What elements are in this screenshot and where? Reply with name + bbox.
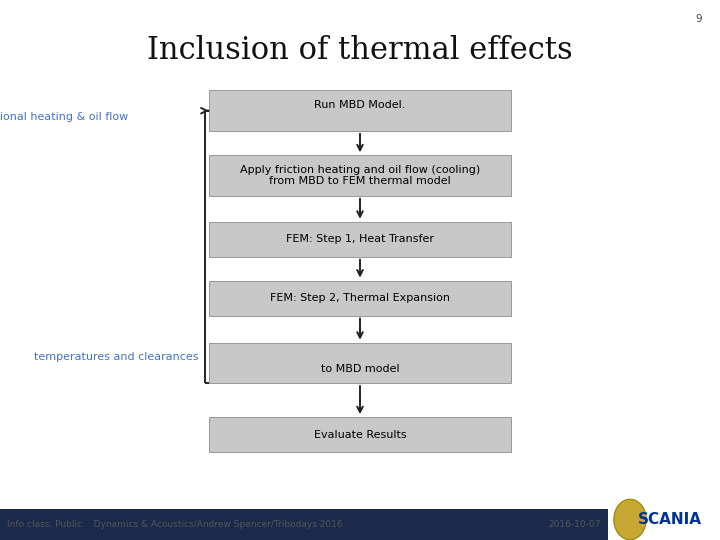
Text: to MBD model: to MBD model — [320, 364, 400, 374]
FancyBboxPatch shape — [209, 90, 511, 131]
Text: SCANIA: SCANIA — [638, 512, 701, 527]
Text: FEM: Step 1, Heat Transfer: FEM: Step 1, Heat Transfer — [286, 234, 434, 244]
Bar — [0, 509, 608, 540]
Ellipse shape — [613, 499, 647, 540]
Text: Apply friction heating and oil flow (cooling): Apply friction heating and oil flow (coo… — [240, 165, 480, 174]
Text: temperatures and clearances: temperatures and clearances — [34, 352, 198, 362]
FancyBboxPatch shape — [209, 221, 511, 256]
Text: Inclusion of thermal effects: Inclusion of thermal effects — [147, 35, 573, 66]
Text: from MBD to FEM thermal model: from MBD to FEM thermal model — [269, 177, 451, 186]
FancyBboxPatch shape — [209, 156, 511, 195]
Text: 9: 9 — [696, 14, 702, 24]
Text: Frictional heating & oil flow: Frictional heating & oil flow — [0, 112, 128, 122]
Text: Run MBD Model.: Run MBD Model. — [315, 100, 405, 110]
Text: 2016-10-07: 2016-10-07 — [549, 520, 601, 529]
Text: Info class: Public    Dynamics & Acoustics/Andrew Spencer/Tribodays 2016: Info class: Public Dynamics & Acoustics/… — [7, 520, 343, 529]
FancyBboxPatch shape — [209, 417, 511, 453]
FancyBboxPatch shape — [209, 342, 511, 383]
Text: Evaluate Results: Evaluate Results — [314, 430, 406, 440]
Text: FEM: Step 2, Thermal Expansion: FEM: Step 2, Thermal Expansion — [270, 293, 450, 303]
FancyBboxPatch shape — [209, 281, 511, 315]
